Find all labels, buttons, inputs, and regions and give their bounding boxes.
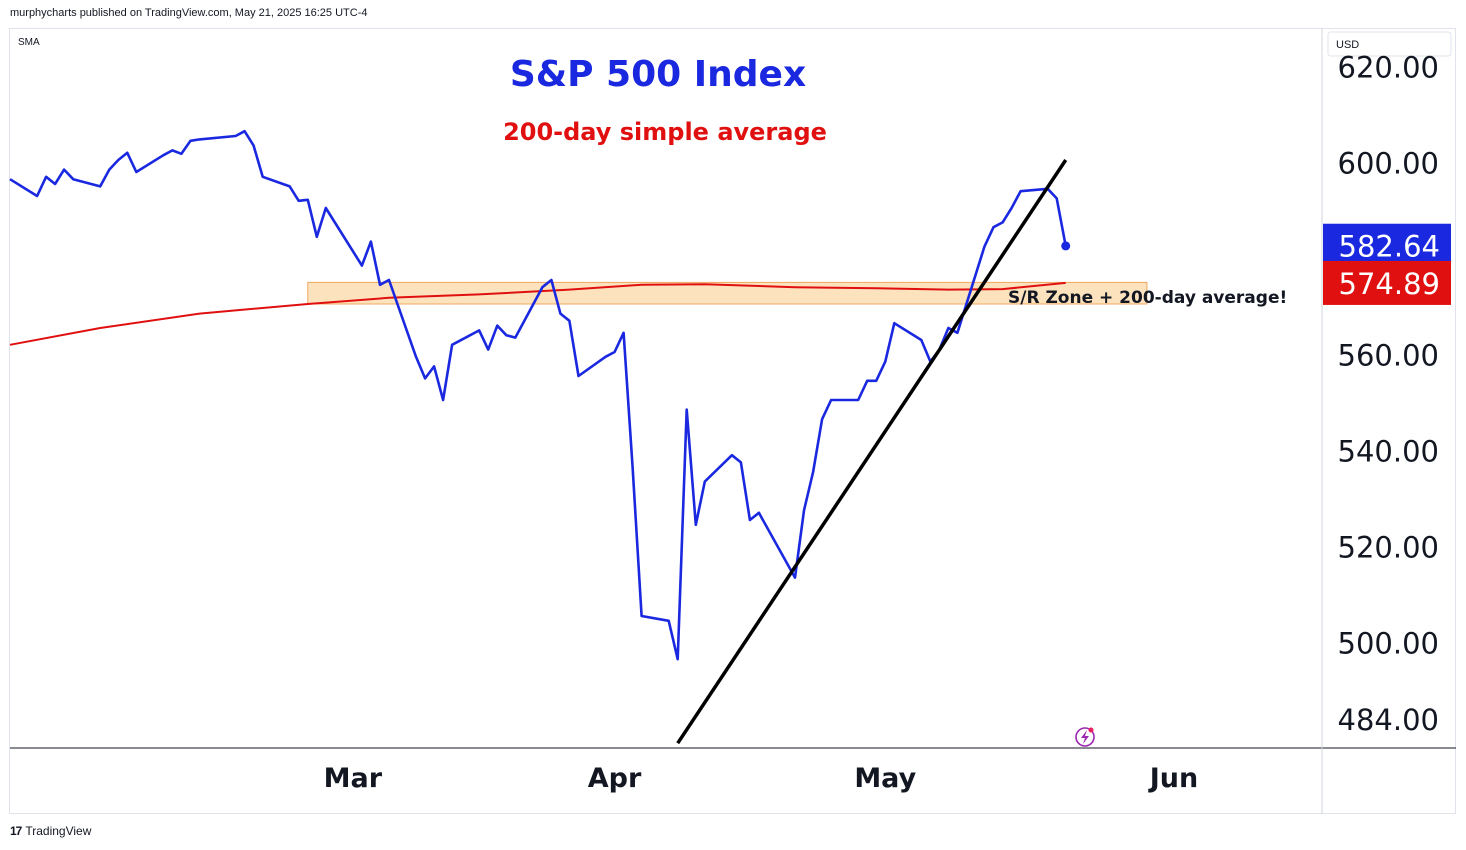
lightning-icon[interactable] [1075,727,1095,747]
indicator-label[interactable]: SMA [18,37,40,48]
chart-subtitle: 200-day simple average [503,118,827,146]
chart-frame[interactable] [9,28,1456,814]
y-tick-label: 484.00 [1338,703,1439,737]
sr-zone [307,281,1148,305]
footer-brand: TradingView [25,824,92,838]
currency-box[interactable] [1327,31,1452,57]
publisher-caption: murphycharts published on TradingView.co… [10,7,368,19]
y-tick-label: 560.00 [1338,338,1439,372]
footer: 17 TradingView [10,824,91,838]
y-tick-label: 500.00 [1338,626,1439,660]
last-price-dot [1061,241,1071,251]
x-tick-label: May [854,763,916,794]
annotation-text: S/R Zone + 200-day average! [1008,288,1287,308]
trendline[interactable] [676,159,1068,745]
y-tick-label: 540.00 [1338,434,1439,468]
currency-label: USD [1336,39,1359,51]
x-tick-label: Mar [324,763,383,794]
chart-title: S&P 500 Index [510,54,806,95]
price-line[interactable] [9,129,1067,661]
sma-value-badge-label: 574.89 [1339,267,1440,301]
sma-line[interactable] [9,281,1066,346]
tradingview-logo-icon: 17 [10,824,22,838]
sma-value-badge[interactable] [1323,260,1451,305]
y-tick-label: 520.00 [1338,530,1439,564]
last-price-badge[interactable] [1323,223,1451,268]
x-tick-label: Jun [1148,763,1199,794]
x-tick-label: Apr [588,763,642,794]
y-tick-label: 620.00 [1338,50,1439,84]
last-price-badge-label: 582.64 [1339,230,1440,264]
y-tick-label: 600.00 [1338,146,1439,180]
